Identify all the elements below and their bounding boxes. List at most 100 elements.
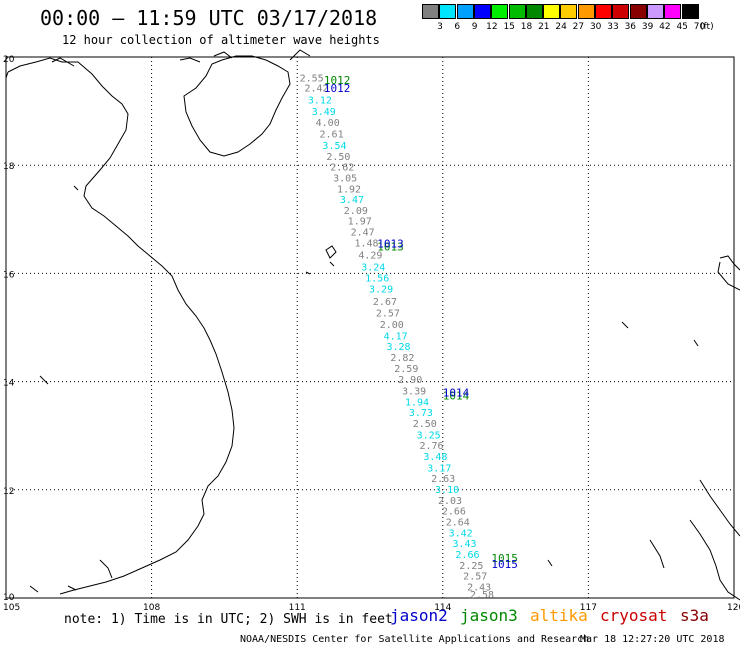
swh-value-19: 3.29 <box>369 284 393 295</box>
colorbar-swatch-70 <box>681 4 699 19</box>
pass-label-0: 1012 <box>324 74 351 87</box>
swh-value-7: 2.50 <box>326 152 350 163</box>
satellite-label-altika: altika <box>530 606 588 625</box>
swh-value-8: 2.62 <box>330 163 354 174</box>
swh-value-37: 3.10 <box>435 485 459 496</box>
credit-line: NOAA/NESDIS Center for Satellite Applica… <box>240 634 590 645</box>
colorbar-swatch-12 <box>473 4 491 19</box>
swh-value-30: 3.73 <box>409 408 433 419</box>
satellite-label-jason3: jason3 <box>460 606 518 625</box>
lon-tick-label-117: 117 <box>580 603 597 613</box>
swh-value-40: 2.64 <box>446 518 470 529</box>
swh-value-6: 3.54 <box>322 141 346 152</box>
colorbar-swatch-30 <box>577 4 595 19</box>
swh-value-10: 1.92 <box>337 184 361 195</box>
satellite-label-s3a: s3a <box>680 606 709 625</box>
colorbar-label-70: 70 <box>693 22 706 32</box>
colorbar-label-30: 30 <box>589 22 602 32</box>
pass-label-6: 1015 <box>491 552 518 565</box>
colorbar-label-27: 27 <box>572 22 585 32</box>
swh-value-23: 4.17 <box>384 331 408 342</box>
swh-value-20: 2.67 <box>373 297 397 308</box>
swh-value-22: 2.00 <box>380 320 404 331</box>
colorbar-label-21: 21 <box>538 22 550 32</box>
map-frame <box>5 56 735 599</box>
colorbar-swatch-36 <box>612 4 630 19</box>
swh-value-16: 4.29 <box>358 250 382 261</box>
colorbar-swatch-21 <box>525 4 543 19</box>
colorbar-label-24: 24 <box>555 22 567 32</box>
colorbar-unit: (ft) <box>700 22 714 32</box>
swh-value-18: 1.56 <box>365 274 389 285</box>
swh-value-33: 2.76 <box>420 441 444 452</box>
swh-value-21: 2.57 <box>376 309 400 320</box>
swh-value-13: 1.97 <box>348 217 372 228</box>
swh-value-34: 3.48 <box>423 452 447 463</box>
colorbar-swatch-3 <box>422 4 439 19</box>
generation-timestamp: Mar 18 12:27:20 UTC 2018 <box>580 634 725 645</box>
swh-value-46: 2.43 <box>467 582 491 593</box>
lon-tick-label-105: 105 <box>3 603 20 613</box>
pass-label-7: 1015 <box>491 558 518 571</box>
colorbar-swatch-27 <box>560 4 578 19</box>
swh-value-32: 3.25 <box>417 430 441 441</box>
colorbar-swatch-42 <box>646 4 664 19</box>
swh-value-5: 2.61 <box>320 130 344 141</box>
swh-value-27: 2.90 <box>398 375 422 386</box>
swh-value-39: 2.66 <box>442 507 466 518</box>
swh-value-35: 3.17 <box>427 463 451 474</box>
lat-tick-label-18: 18 <box>3 162 15 172</box>
colorbar-label-39: 39 <box>641 22 654 32</box>
colorbar-swatch-45 <box>664 4 682 19</box>
colorbar-label-12: 12 <box>486 22 498 32</box>
swh-value-24: 3.28 <box>387 342 411 353</box>
swh-value-17: 3.24 <box>361 263 385 274</box>
map-subtitle: 12 hour collection of altimeter wave hei… <box>62 33 380 47</box>
coastline <box>5 49 740 601</box>
colorbar-swatch-33 <box>595 4 612 19</box>
swh-value-1: 2.42 <box>304 84 328 95</box>
swh-value-4: 4.00 <box>316 118 340 129</box>
pass-label-1: 1012 <box>324 82 351 95</box>
lat-tick-label-12: 12 <box>3 487 14 497</box>
swh-value-36: 2.63 <box>431 474 455 485</box>
swh-value-25: 2.82 <box>390 353 414 364</box>
swh-value-3: 3.49 <box>312 107 336 118</box>
swh-value-45: 2.57 <box>463 572 487 583</box>
colorbar-swatch-24 <box>543 4 561 19</box>
swh-value-28: 3.39 <box>402 387 426 398</box>
swh-value-14: 2.47 <box>351 228 375 239</box>
lon-tick-label-120: 120 <box>727 603 740 613</box>
colorbar-swatch-9 <box>456 4 474 19</box>
pass-label-5: 1014 <box>443 387 470 400</box>
colorbar-label-45: 45 <box>676 22 688 32</box>
lat-lon-grid <box>6 57 734 598</box>
lon-tick-label-108: 108 <box>143 603 160 613</box>
colorbar-swatch-15 <box>491 4 509 19</box>
swh-value-0: 2.55 <box>300 73 324 84</box>
lat-tick-label-10: 10 <box>3 593 15 603</box>
lat-tick-label-16: 16 <box>3 270 15 280</box>
satellite-label-cryosat: cryosat <box>600 606 668 625</box>
colorbar-swatch-39 <box>629 4 647 19</box>
colorbar-label-33: 33 <box>607 22 619 32</box>
colorbar-swatch-18 <box>508 4 526 19</box>
swh-value-31: 2.50 <box>413 419 437 430</box>
pass-label-3: 1013 <box>377 237 404 250</box>
lon-tick-label-111: 111 <box>289 603 306 613</box>
pass-label-4: 1014 <box>443 389 470 402</box>
colorbar-label-9: 9 <box>471 22 478 32</box>
pass-label-2: 1013 <box>377 241 404 254</box>
footer-note: note: 1) Time is in UTC; 2) SWH is in fe… <box>64 612 393 627</box>
swh-value-43: 2.66 <box>455 550 479 561</box>
satellite-label-jason2: jason2 <box>390 606 448 625</box>
swh-value-11: 3.47 <box>340 195 364 206</box>
swh-value-38: 2.03 <box>438 496 462 507</box>
colorbar-label-3: 3 <box>437 22 443 32</box>
swh-value-9: 3.05 <box>333 173 357 184</box>
swh-value-47: 2.58 <box>470 590 494 601</box>
colorbar-label-15: 15 <box>503 22 515 32</box>
colorbar-label-42: 42 <box>659 22 671 32</box>
